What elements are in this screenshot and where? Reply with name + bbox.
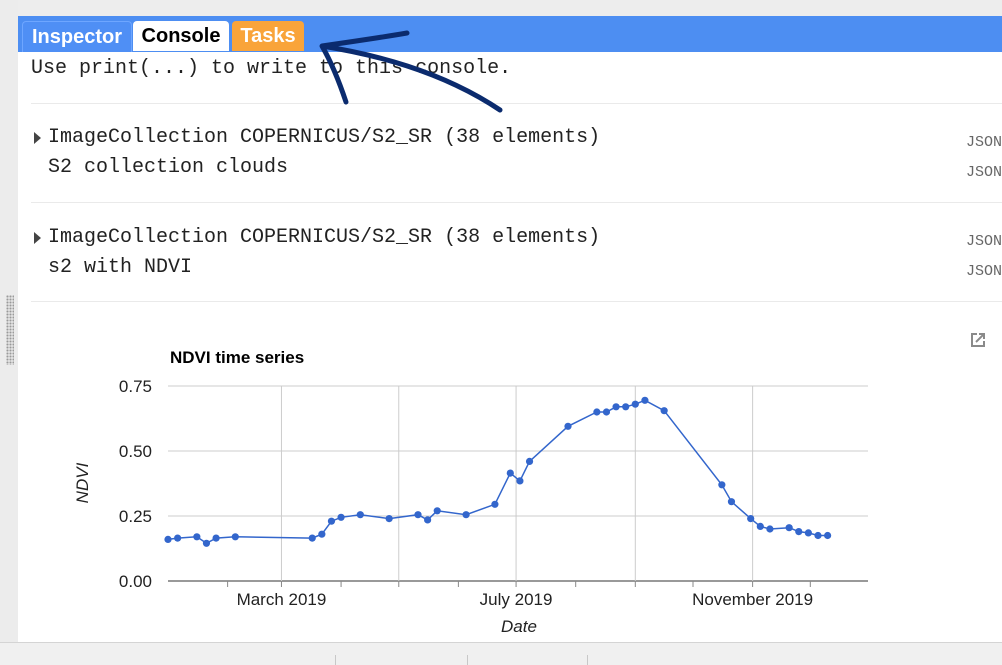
- ndvi-data-point: [356, 511, 364, 519]
- chart-title: NDVI time series: [170, 348, 304, 367]
- ndvi-data-point: [491, 500, 499, 508]
- y-tick-label: 0.50: [119, 442, 152, 461]
- y-tick-label: 0.75: [119, 377, 152, 396]
- y-axis-label: NDVI: [73, 462, 92, 503]
- x-tick-label: November 2019: [692, 590, 813, 609]
- ndvi-data-point: [516, 477, 524, 485]
- divider: [31, 301, 1002, 302]
- ndvi-data-point: [602, 408, 611, 416]
- tab-console[interactable]: Console: [133, 21, 229, 51]
- y-tick-label: 0.25: [119, 507, 152, 526]
- console-panel: Use print(...) to write to this console.…: [18, 52, 1002, 642]
- ndvi-data-point: [641, 396, 649, 404]
- console-entry-title[interactable]: ImageCollection COPERNICUS/S2_SR (38 ele…: [48, 226, 601, 249]
- expand-triangle-icon[interactable]: [34, 132, 41, 144]
- ndvi-data-point: [424, 516, 432, 524]
- ndvi-data-point: [756, 522, 764, 531]
- ndvi-data-point: [337, 513, 345, 521]
- ndvi-data-point: [824, 531, 832, 540]
- ndvi-data-point: [795, 528, 803, 536]
- resize-grip[interactable]: [6, 295, 14, 365]
- ndvi-data-point: [631, 400, 639, 408]
- ndvi-data-point: [804, 529, 812, 537]
- x-tick-label: July 2019: [480, 590, 553, 609]
- ndvi-data-point: [718, 481, 726, 489]
- left-panel-strip: [0, 0, 18, 664]
- ndvi-data-point: [231, 533, 239, 541]
- ndvi-data-point: [202, 539, 211, 547]
- ndvi-data-point: [414, 511, 422, 519]
- divider: [31, 202, 1002, 203]
- ndvi-data-point: [308, 534, 316, 542]
- ndvi-data-point: [212, 534, 220, 542]
- ndvi-data-point: [622, 403, 630, 411]
- ndvi-data-point: [164, 535, 172, 544]
- ndvi-data-point: [727, 498, 736, 506]
- tab-tasks[interactable]: Tasks: [232, 21, 304, 51]
- y-tick-label: 0.00: [119, 572, 152, 591]
- ndvi-series-line: [167, 399, 828, 545]
- ndvi-data-point: [814, 531, 822, 540]
- console-entry-label: s2 with NDVI: [48, 256, 193, 279]
- open-in-new-icon[interactable]: [968, 330, 988, 350]
- ndvi-data-point: [327, 517, 336, 525]
- ndvi-data-point: [785, 524, 793, 532]
- ndvi-data-point: [747, 515, 755, 523]
- x-axis-label: Date: [501, 617, 537, 636]
- console-entry-label: S2 collection clouds: [48, 156, 289, 179]
- ndvi-data-point: [385, 515, 393, 523]
- ndvi-data-point: [766, 525, 774, 533]
- ndvi-data-point: [612, 403, 620, 411]
- json-link[interactable]: JSON: [965, 164, 1002, 181]
- json-link[interactable]: JSON: [965, 263, 1002, 280]
- console-entry-title[interactable]: ImageCollection COPERNICUS/S2_SR (38 ele…: [48, 126, 601, 149]
- ndvi-data-point: [318, 530, 326, 538]
- ndvi-data-point: [193, 533, 201, 541]
- tab-inspector[interactable]: Inspector: [22, 21, 132, 52]
- json-link[interactable]: JSON: [965, 134, 1002, 151]
- ndvi-data-point: [433, 507, 441, 515]
- ndvi-data-point: [462, 511, 470, 519]
- ndvi-data-point: [564, 422, 572, 430]
- expand-triangle-icon[interactable]: [34, 232, 41, 244]
- bottom-bar: [0, 642, 1002, 665]
- ndvi-data-point: [660, 407, 668, 415]
- ndvi-data-point: [174, 534, 182, 542]
- ndvi-data-point: [593, 408, 601, 416]
- divider: [31, 103, 1002, 104]
- ndvi-data-point: [525, 457, 534, 465]
- json-link[interactable]: JSON: [965, 233, 1002, 250]
- x-tick-label: March 2019: [237, 590, 327, 609]
- ndvi-data-point: [506, 469, 514, 477]
